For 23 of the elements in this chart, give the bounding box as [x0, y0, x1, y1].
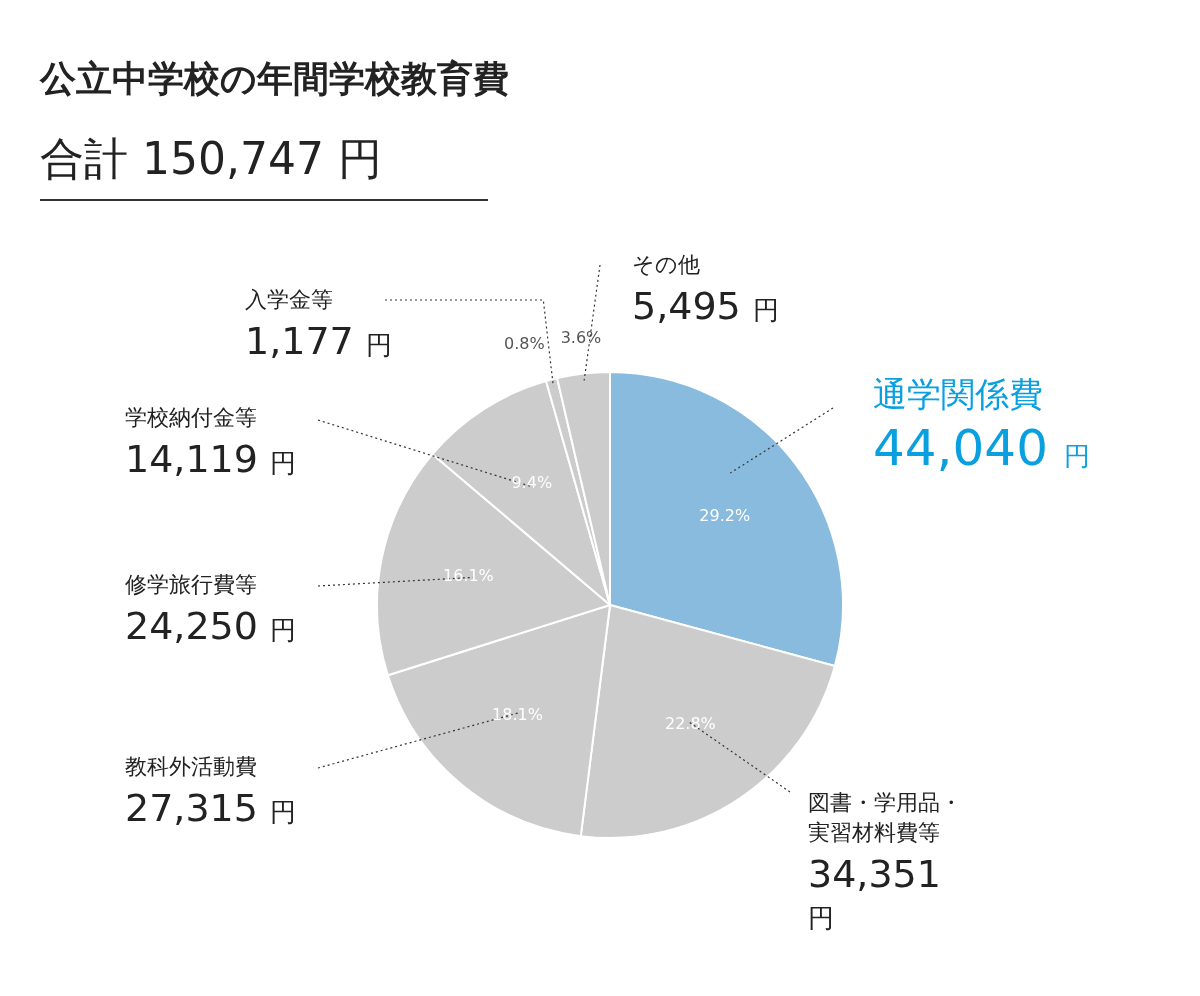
- slice-label: 入学金等: [245, 286, 334, 314]
- text: 3.6%: [560, 327, 602, 347]
- slice-label: 通学関係費: [873, 373, 1044, 416]
- slice-label: その他: [632, 251, 701, 279]
- text: 16.1%: [442, 565, 494, 585]
- slice-label: 図書・学用品・実習材料費等: [808, 789, 963, 847]
- slice-label: 学校納付金等: [125, 404, 258, 432]
- text: 22.8%: [664, 714, 716, 734]
- data-label: 5,495 円: [632, 284, 779, 328]
- data-label: 34,351 円: [808, 852, 941, 933]
- slice-label: 教科外活動費: [125, 753, 258, 781]
- chart-subtitle: 合計 150,747 円: [40, 130, 488, 201]
- text: 29.2%: [699, 506, 751, 526]
- text: 18.1%: [492, 705, 543, 725]
- data-label: 44,040 円: [873, 419, 1090, 477]
- slice-label: 修学旅行費等: [125, 571, 258, 599]
- text: 0.8%: [503, 334, 545, 354]
- chart-title: 公立中学校の年間学校教育費: [40, 57, 509, 101]
- data-label: 24,250 円: [125, 604, 297, 648]
- text: 9.4%: [511, 472, 553, 492]
- data-label: 27,315 円: [125, 786, 297, 830]
- data-label: 1,177 円: [245, 319, 392, 363]
- data-label: 14,119 円: [125, 437, 297, 481]
